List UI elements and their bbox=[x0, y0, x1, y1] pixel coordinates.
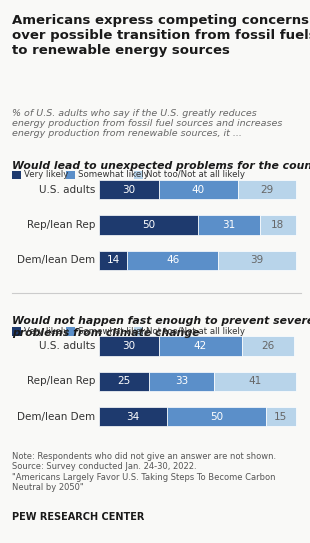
Text: Would not happen fast enough to prevent severe
problems from climate change: Would not happen fast enough to prevent … bbox=[12, 316, 310, 338]
FancyBboxPatch shape bbox=[12, 327, 21, 336]
Text: Very likely: Very likely bbox=[24, 327, 68, 336]
Text: Note: Respondents who did not give an answer are not shown.
Source: Survey condu: Note: Respondents who did not give an an… bbox=[12, 452, 277, 492]
Bar bbox=[218, 251, 296, 270]
Bar bbox=[99, 180, 159, 199]
Text: U.S. adults: U.S. adults bbox=[39, 341, 95, 351]
Bar bbox=[99, 337, 159, 356]
Bar bbox=[99, 216, 198, 235]
Text: Would lead to unexpected problems for the country: Would lead to unexpected problems for th… bbox=[12, 161, 310, 171]
Text: 30: 30 bbox=[122, 341, 135, 351]
Text: PEW RESEARCH CENTER: PEW RESEARCH CENTER bbox=[12, 513, 145, 522]
Text: Dem/lean Dem: Dem/lean Dem bbox=[17, 255, 95, 266]
Text: 34: 34 bbox=[126, 412, 140, 422]
Text: Somewhat likely: Somewhat likely bbox=[78, 171, 148, 179]
FancyBboxPatch shape bbox=[134, 327, 143, 336]
FancyBboxPatch shape bbox=[66, 327, 75, 336]
FancyBboxPatch shape bbox=[134, 171, 143, 179]
Bar bbox=[159, 180, 238, 199]
Text: 25: 25 bbox=[117, 376, 131, 387]
Text: Very likely: Very likely bbox=[24, 171, 68, 179]
Text: 31: 31 bbox=[223, 220, 236, 230]
Text: 46: 46 bbox=[166, 255, 179, 266]
FancyBboxPatch shape bbox=[66, 171, 75, 179]
Text: Not too/Not at all likely: Not too/Not at all likely bbox=[146, 171, 245, 179]
Bar bbox=[214, 372, 296, 391]
Bar bbox=[99, 407, 167, 426]
Text: 14: 14 bbox=[106, 255, 120, 266]
Text: 50: 50 bbox=[142, 220, 155, 230]
Text: Not too/Not at all likely: Not too/Not at all likely bbox=[146, 327, 245, 336]
FancyBboxPatch shape bbox=[12, 171, 21, 179]
Text: 18: 18 bbox=[271, 220, 284, 230]
Bar bbox=[167, 407, 266, 426]
Bar bbox=[242, 337, 294, 356]
Text: Somewhat likely: Somewhat likely bbox=[78, 327, 148, 336]
Text: 30: 30 bbox=[122, 185, 135, 195]
Bar bbox=[260, 216, 296, 235]
Text: 33: 33 bbox=[175, 376, 188, 387]
Bar bbox=[198, 216, 260, 235]
Text: U.S. adults: U.S. adults bbox=[39, 185, 95, 195]
Text: Rep/lean Rep: Rep/lean Rep bbox=[27, 220, 95, 230]
Text: 50: 50 bbox=[210, 412, 223, 422]
Bar bbox=[238, 180, 296, 199]
Bar bbox=[99, 251, 127, 270]
Text: Americans express competing concerns
over possible transition from fossil fuels
: Americans express competing concerns ove… bbox=[12, 14, 310, 56]
Text: 42: 42 bbox=[194, 341, 207, 351]
Text: 15: 15 bbox=[274, 412, 287, 422]
Text: 29: 29 bbox=[260, 185, 273, 195]
Bar bbox=[149, 372, 214, 391]
Text: Dem/lean Dem: Dem/lean Dem bbox=[17, 412, 95, 422]
Bar bbox=[159, 337, 242, 356]
Text: Rep/lean Rep: Rep/lean Rep bbox=[27, 376, 95, 387]
Bar bbox=[99, 372, 149, 391]
Text: 26: 26 bbox=[261, 341, 274, 351]
Text: % of U.S. adults who say if the U.S. greatly reduces
energy production from foss: % of U.S. adults who say if the U.S. gre… bbox=[12, 109, 283, 138]
Text: 39: 39 bbox=[250, 255, 264, 266]
Bar bbox=[266, 407, 296, 426]
Text: 41: 41 bbox=[248, 376, 262, 387]
Bar bbox=[127, 251, 218, 270]
Text: 40: 40 bbox=[192, 185, 205, 195]
